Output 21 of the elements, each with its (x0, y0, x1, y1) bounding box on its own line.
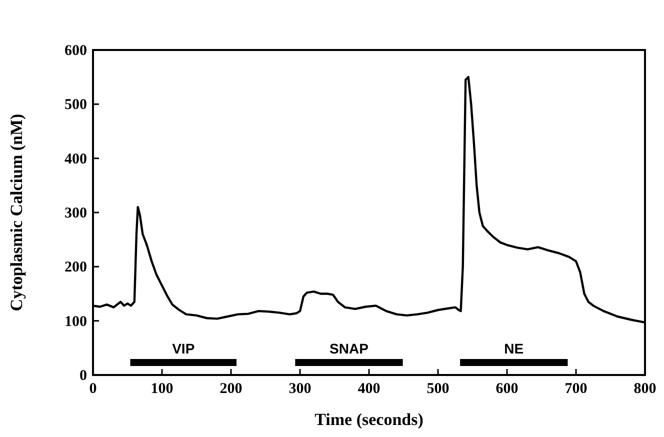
series-label: VIP (172, 340, 195, 357)
x-axis-title: Time (seconds) (314, 410, 424, 429)
x-tick-label: 400 (358, 381, 380, 397)
y-axis-title: Cytoplasmic Calcium (nM) (7, 114, 26, 312)
x-tick-label: 800 (634, 381, 656, 397)
x-tick-label: 500 (426, 381, 450, 397)
x-tick-label: 200 (220, 381, 242, 397)
y-tick-label: 0 (80, 368, 87, 384)
y-tick-label: 300 (64, 206, 87, 222)
y-tick-label: 100 (64, 314, 87, 330)
series-label: SNAP (330, 340, 368, 357)
x-tick-label: 100 (150, 381, 174, 397)
x-tick-label: 600 (496, 381, 518, 397)
x-tick-label: 0 (89, 381, 97, 397)
x-tick-label: 300 (288, 381, 312, 397)
x-tick-label: 700 (564, 381, 588, 397)
y-tick-label: 200 (64, 260, 87, 276)
y-tick-label: 600 (64, 43, 87, 59)
series-label: NE (504, 340, 524, 357)
y-tick-label: 500 (64, 97, 87, 114)
y-tick-label: 400 (64, 151, 87, 168)
